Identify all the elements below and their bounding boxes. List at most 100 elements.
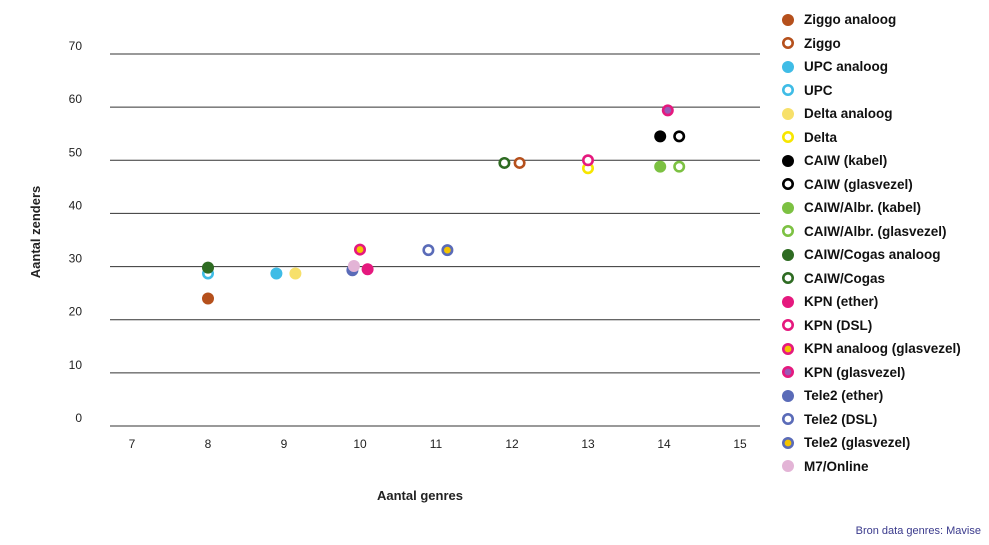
legend-label: Delta: [804, 129, 838, 145]
legend-item: KPN analoog (glasvezel): [780, 337, 961, 361]
legend-label: CAIW (kabel): [804, 153, 888, 169]
legend-label: KPN (DSL): [804, 317, 873, 333]
y-tick-label: 30: [69, 252, 83, 266]
legend-label: KPN (glasvezel): [804, 364, 906, 380]
legend-marker: [782, 413, 794, 426]
x-axis-title: Aantal genres: [377, 488, 463, 503]
legend-label: CAIW (glasvezel): [804, 176, 913, 192]
legend: Ziggo analoog Ziggo UPC analoog UPC Delta an…: [780, 8, 961, 478]
legend-label: CAIW/Cogas: [804, 270, 885, 286]
data-point: [782, 178, 794, 191]
data-point: [782, 389, 794, 402]
data-point: [782, 460, 794, 473]
y-tick-label: 70: [69, 39, 83, 53]
legend-item: CAIW/Albr. (kabel): [780, 196, 961, 220]
legend-marker: [782, 389, 794, 402]
legend-marker: [782, 248, 794, 261]
data-point: [782, 107, 794, 120]
legend-label: Tele2 (DSL): [804, 411, 878, 427]
legend-marker: [782, 13, 794, 26]
data-point: [782, 295, 794, 308]
legend-item: CAIW/Albr. (glasvezel): [780, 220, 961, 244]
legend-marker: [782, 37, 794, 50]
legend-marker: [782, 272, 794, 285]
y-tick-label: 40: [69, 198, 83, 212]
legend-item: CAIW (glasvezel): [780, 173, 961, 197]
legend-label: KPN (ether): [804, 294, 879, 310]
data-point: [782, 366, 794, 379]
data-point: [782, 131, 794, 144]
data-point: [202, 292, 214, 305]
x-tick-label: 14: [657, 437, 671, 451]
data-point: [782, 248, 794, 261]
gridlines: [110, 53, 760, 427]
data-point: [782, 413, 794, 426]
data-point: [673, 130, 686, 143]
x-tick-label: 8: [205, 437, 212, 451]
y-axis-title: Aantal zenders: [28, 186, 43, 278]
legend-label: Tele2 (glasvezel): [804, 435, 911, 451]
legend-item: Tele2 (DSL): [780, 408, 961, 432]
legend-label: UPC analoog: [804, 59, 889, 75]
data-point: [782, 60, 794, 73]
legend-label: M7/Online: [804, 458, 869, 474]
legend-marker: [782, 154, 794, 167]
legend-item: Ziggo analoog: [780, 8, 961, 32]
data-point: [782, 342, 794, 355]
legend-marker: [782, 84, 794, 97]
data-point: [422, 244, 435, 257]
legend-item: M7/Online: [780, 455, 961, 479]
data-point: [782, 436, 794, 449]
data-point: [270, 267, 283, 280]
legend-item: Tele2 (ether): [780, 384, 961, 408]
legend-label: CAIW/Albr. (kabel): [804, 200, 922, 216]
legend-item: UPC analoog: [780, 55, 961, 79]
x-tick-label: 11: [430, 437, 443, 451]
legend-item: Tele2 (glasvezel): [780, 431, 961, 455]
legend-item: CAIW (kabel): [780, 149, 961, 173]
legend-label: Ziggo analoog: [804, 12, 897, 28]
x-tick-label: 13: [581, 437, 595, 451]
data-point: [513, 156, 526, 169]
y-tick-labels: 0 10 20 30 40 50 60 70: [69, 39, 83, 425]
y-tick-label: 20: [69, 305, 83, 319]
data-point: [673, 160, 686, 173]
data-point: [353, 243, 366, 256]
data-point: [361, 263, 374, 276]
data-point: [782, 84, 794, 97]
data-point: [782, 225, 794, 238]
x-tick-label: 9: [281, 437, 288, 451]
data-point: [782, 272, 794, 285]
legend-item: KPN (DSL): [780, 314, 961, 338]
legend-item: KPN (ether): [780, 290, 961, 314]
x-tick-label: 7: [129, 437, 136, 451]
legend-marker: [782, 319, 794, 332]
legend-label: Ziggo: [804, 35, 841, 51]
legend-marker: [782, 225, 794, 238]
x-tick-labels: 7 8 9 10 11 12 13 14 15: [129, 437, 747, 451]
data-points: [202, 104, 686, 305]
legend-label: UPC: [804, 82, 833, 98]
data-point: [581, 154, 594, 167]
legend-label: CAIW/Cogas analoog: [804, 247, 941, 263]
legend-item: UPC: [780, 79, 961, 103]
data-point: [782, 319, 794, 332]
legend-marker: [782, 201, 794, 214]
x-tick-label: 12: [505, 437, 519, 451]
legend-marker: [782, 178, 794, 191]
data-point: [654, 160, 667, 173]
y-tick-label: 60: [69, 92, 83, 106]
data-point: [498, 156, 511, 169]
y-tick-label: 0: [75, 411, 82, 425]
x-tick-label: 10: [353, 437, 367, 451]
legend-label: Tele2 (ether): [804, 388, 884, 404]
data-point: [289, 267, 302, 280]
source-note: Bron data genres: Mavise: [855, 525, 981, 537]
legend-item: CAIW/Cogas: [780, 267, 961, 291]
data-point: [782, 154, 794, 167]
legend-marker: [782, 460, 794, 473]
legend-label: CAIW/Albr. (glasvezel): [804, 223, 947, 239]
scatter-chart: 0 10 20 30 40 50 60 70 7 8 9 10 11 12 13 14 15 Aantal g…: [28, 39, 760, 503]
data-point: [782, 37, 794, 50]
legend-item: Ziggo: [780, 32, 961, 56]
